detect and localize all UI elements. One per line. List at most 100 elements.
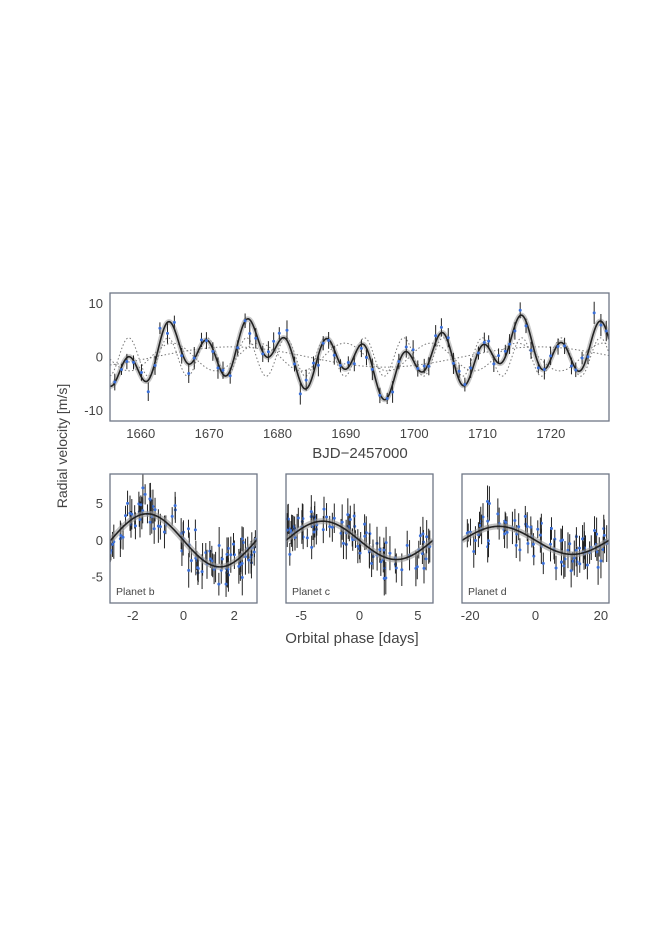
rv-point — [311, 361, 315, 365]
rv-point — [158, 326, 162, 330]
rv-point — [492, 362, 496, 366]
planet-d-frame — [461, 473, 610, 604]
rv-point — [518, 308, 522, 312]
planet-c-point — [382, 548, 386, 552]
rv-point — [508, 342, 512, 346]
time-series-panel: 1660 1670 1680 1690 1700 1710 1720 10 0 -10 BJD−… — [84, 292, 610, 462]
rv-point — [599, 323, 603, 327]
planet-c-point — [286, 528, 289, 532]
planet-b-frame — [109, 473, 258, 604]
rv-tick-label: 10 — [89, 296, 103, 311]
rv-point — [482, 340, 486, 344]
planet-b-point — [240, 576, 244, 580]
rv-point — [216, 366, 220, 370]
rv-point — [586, 355, 590, 359]
planet-d-point — [503, 532, 507, 536]
planet-c-plot-area — [286, 495, 433, 596]
planet-c-point — [424, 557, 428, 561]
planet-c-point — [312, 530, 316, 534]
rv-point — [391, 390, 395, 394]
rv-point — [503, 349, 507, 353]
planet-d-point — [548, 542, 552, 546]
planet-b-point — [138, 517, 142, 521]
planet-d-point — [487, 501, 491, 505]
planet-c-point — [422, 566, 426, 570]
planet-c-point — [418, 534, 422, 538]
planet-d-point — [549, 527, 553, 531]
planet-rv-tick-label: 0 — [96, 533, 103, 548]
time-tick-label: 1720 — [536, 426, 565, 441]
planet-d-point — [571, 559, 575, 563]
planet-c-point — [384, 541, 388, 545]
rv-point — [422, 364, 426, 368]
planet-d-point — [562, 564, 566, 568]
planet-d-point — [496, 512, 500, 516]
rv-point — [524, 324, 528, 328]
planet-d-point — [569, 569, 573, 573]
planet-b-point — [196, 566, 200, 570]
rv-point — [378, 393, 382, 397]
rv-point — [153, 364, 157, 368]
planet-c-panel: Planet c -5 0 5 — [285, 473, 434, 623]
rv-point — [542, 367, 546, 371]
planet-b-point — [217, 543, 221, 547]
planet-d-point — [599, 559, 603, 563]
rv-point — [556, 345, 560, 349]
planet-d-point — [517, 525, 521, 529]
planet-d-point — [529, 525, 533, 529]
rv-point — [404, 345, 408, 349]
planet-b-panel: Planet b -2 0 2 5 0 -5 — [91, 473, 258, 623]
planet-b-point — [224, 582, 228, 586]
rv-point — [125, 360, 129, 364]
planet-d-point — [518, 548, 522, 552]
planet-d-point — [559, 539, 563, 543]
planet-d-point — [566, 548, 570, 552]
rv-point — [228, 374, 232, 378]
rv-point — [563, 344, 567, 348]
y-axis-label: Radial velocity [m/s] — [54, 384, 70, 508]
time-tick-label: 1660 — [126, 426, 155, 441]
planet-d-point — [486, 539, 490, 543]
planet-c-phase-tick-label: 0 — [356, 608, 363, 623]
planet-b-point — [226, 546, 230, 550]
planet-c-point — [288, 552, 292, 556]
planet-b-model-curve — [110, 513, 257, 568]
planet-b-point — [232, 542, 236, 546]
planet-b-point — [193, 528, 197, 532]
planet-b-point — [128, 511, 132, 515]
planet-d-point — [541, 561, 545, 565]
planet-d-point — [514, 543, 518, 547]
rv-point — [327, 338, 331, 342]
rv-point — [113, 380, 117, 384]
rv-point — [346, 360, 350, 364]
rv-point — [580, 356, 584, 360]
planet-c-point — [328, 525, 332, 529]
planet-b-point — [162, 530, 166, 534]
planet-d-point — [526, 541, 530, 545]
planet-d-point — [559, 560, 563, 564]
phase-axis-label: Orbital phase [days] — [285, 630, 418, 647]
rv-point — [604, 329, 608, 333]
planet-d-point — [585, 563, 589, 567]
planet-c-point — [405, 543, 409, 547]
planet-d-point — [505, 530, 509, 534]
rv-point — [332, 353, 336, 357]
planet-d-phase-tick-label: 0 — [532, 608, 539, 623]
planet-b-point — [152, 527, 156, 531]
planet-d-point — [513, 518, 517, 522]
planet-d-point — [554, 566, 558, 570]
rv-point — [277, 331, 281, 335]
planet-d-point — [538, 533, 542, 537]
planet-c-point — [378, 548, 382, 552]
rv-point — [549, 354, 553, 358]
planet-b-point — [237, 564, 241, 568]
rv-point — [352, 362, 356, 366]
rv-point — [180, 354, 184, 358]
rv-point — [451, 361, 455, 365]
planet-d-phase-tick-label: 20 — [594, 608, 608, 623]
time-tick-label: 1690 — [331, 426, 360, 441]
planet-b-point — [119, 534, 123, 538]
planet-c-point — [400, 568, 404, 572]
planet-c-phase-tick-label: -5 — [295, 608, 307, 623]
